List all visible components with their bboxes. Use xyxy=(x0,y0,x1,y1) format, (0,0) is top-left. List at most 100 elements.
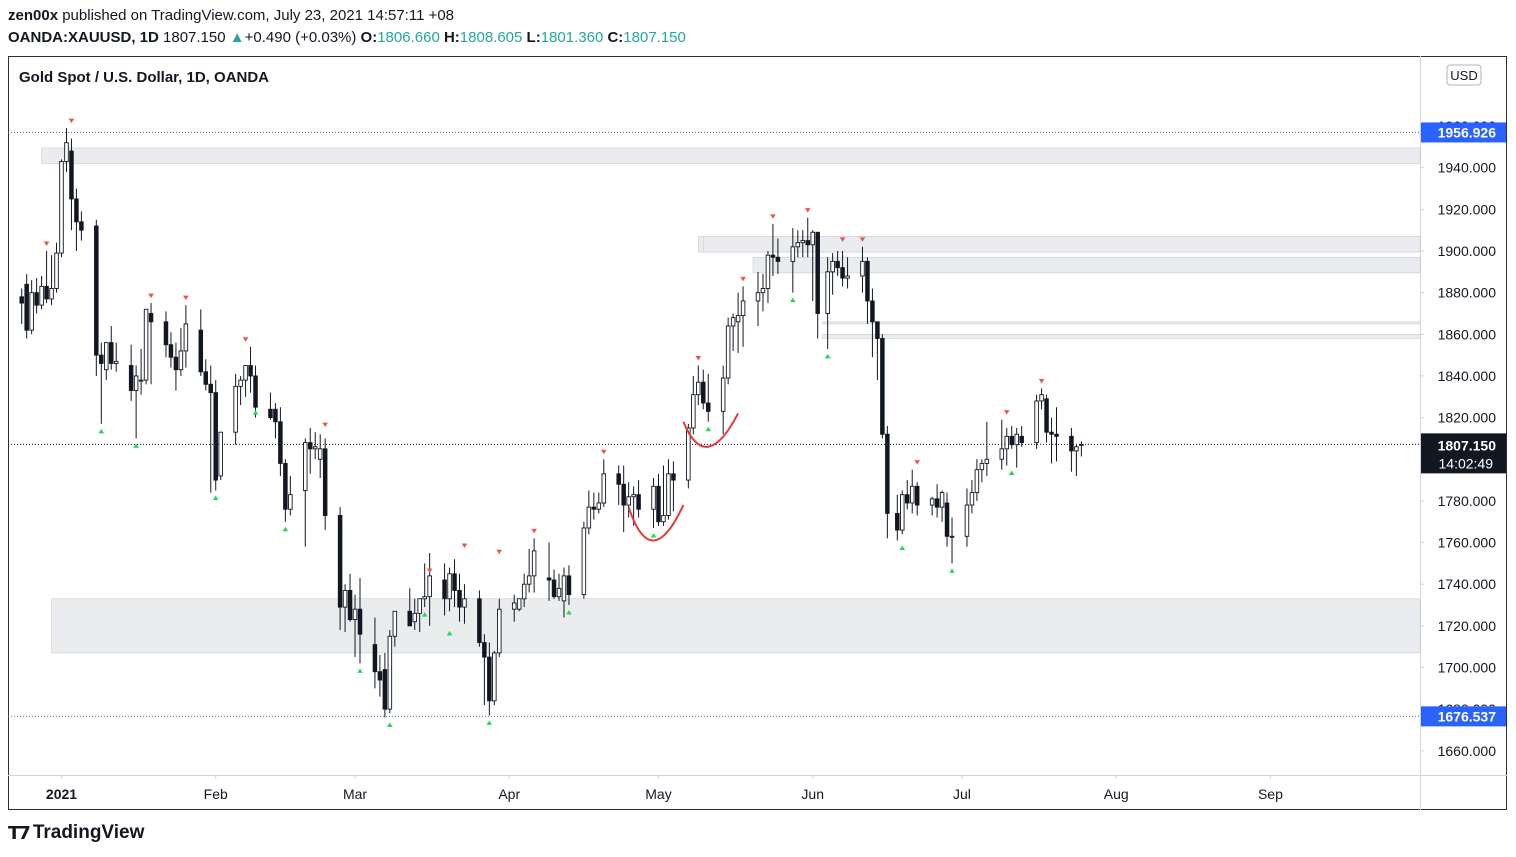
candle-down xyxy=(944,502,950,537)
candle-up xyxy=(666,473,671,516)
candle-down xyxy=(1069,435,1074,452)
candle-up xyxy=(661,515,666,523)
candle-down xyxy=(895,512,900,531)
open-value: 1806.660 xyxy=(377,29,440,46)
candle-up xyxy=(312,446,318,450)
candle-down xyxy=(128,365,134,391)
candle-up xyxy=(342,589,348,608)
candle-up xyxy=(765,254,771,289)
candle-down xyxy=(835,260,840,269)
up-triangle-icon: ▲ xyxy=(229,29,245,46)
candle-down xyxy=(840,267,845,279)
candle-down xyxy=(357,608,363,635)
candle-down xyxy=(621,483,626,506)
fractal-high-marker xyxy=(322,422,328,428)
candle-up xyxy=(29,292,34,331)
candle-down xyxy=(94,225,99,356)
candle-up xyxy=(233,385,238,433)
candle-down xyxy=(1049,431,1054,435)
candle-down xyxy=(775,256,781,262)
time-tick-label: Mar xyxy=(343,786,367,802)
high-label: H: xyxy=(443,29,460,46)
fractal-high-marker xyxy=(461,543,468,548)
candle-down xyxy=(208,383,213,394)
candle-down xyxy=(372,644,378,673)
candle-up xyxy=(949,535,955,538)
candle-up xyxy=(143,308,149,381)
price-tick-label: 1860.000 xyxy=(1438,326,1497,342)
price-tick-label: 1820.000 xyxy=(1438,410,1497,426)
level-price-badge xyxy=(1421,122,1506,143)
price-tick-label: 1920.000 xyxy=(1438,201,1497,217)
price-tick-label: 1660.000 xyxy=(1438,743,1497,759)
price-tick-label: 1760.000 xyxy=(1438,535,1497,551)
low-label: L: xyxy=(526,29,541,46)
candle-up xyxy=(979,462,985,471)
time-tick-label: Apr xyxy=(498,786,520,802)
fractal-low-marker xyxy=(252,410,259,415)
candle-down xyxy=(656,485,661,523)
candle-up xyxy=(735,315,741,323)
candle-up xyxy=(497,608,502,654)
candle-down xyxy=(701,381,706,404)
price-tick-label: 1720.000 xyxy=(1438,618,1497,634)
candle-down xyxy=(322,448,328,516)
candle-up xyxy=(427,575,432,598)
tradingview-logo: 𝗧𝟳 TradingView xyxy=(8,822,144,844)
candle-up xyxy=(755,292,761,302)
candle-down xyxy=(173,356,179,371)
currency-badge[interactable] xyxy=(1446,64,1482,86)
candle-down xyxy=(79,221,84,231)
candle-down xyxy=(108,342,114,364)
level-price-label: 1956.926 xyxy=(1438,124,1497,140)
candle-up xyxy=(596,502,602,510)
author-name: zen00x xyxy=(8,7,59,24)
candle-down xyxy=(278,421,283,464)
candle-up xyxy=(288,494,293,510)
candle-down xyxy=(69,150,74,200)
candle-up xyxy=(39,285,44,306)
candle-down xyxy=(457,589,462,608)
candle-up xyxy=(725,325,731,379)
publish-info: zen00x published on TradingView.com, Jul… xyxy=(8,7,454,24)
close-label: C: xyxy=(607,29,624,46)
candle-down xyxy=(865,260,870,302)
logo-text: TradingView xyxy=(32,822,145,843)
price-tick-label: 1900.000 xyxy=(1438,243,1497,259)
ohlc-bar: OANDA:XAUUSD, 1D 1807.150 ▲+0.490 (+0.03… xyxy=(8,29,686,46)
candle-down xyxy=(74,198,79,223)
candle-down xyxy=(885,433,890,514)
candle-up xyxy=(845,275,850,279)
candle-up xyxy=(800,240,806,244)
fractal-high-marker xyxy=(695,356,702,361)
fractal-high-marker xyxy=(242,337,249,342)
close-value: 1807.150 xyxy=(623,29,686,46)
candle-up xyxy=(929,498,935,506)
candle-down xyxy=(546,577,552,581)
change-text: +0.490 (+0.03%) xyxy=(244,29,357,46)
candle-up xyxy=(531,550,537,577)
currency-label: USD xyxy=(1450,68,1477,83)
candle-up xyxy=(626,496,631,506)
candle-up xyxy=(113,360,119,364)
candle-up xyxy=(64,142,69,162)
candle-up xyxy=(243,365,248,381)
time-tick-label: Jun xyxy=(801,786,824,802)
candle-down xyxy=(19,296,24,304)
candle-down xyxy=(880,338,885,435)
candle-up xyxy=(586,506,592,529)
price-tick-label: 1940.000 xyxy=(1438,160,1497,176)
candle-up xyxy=(939,492,945,508)
candle-down xyxy=(99,354,104,364)
time-tick-label: Sep xyxy=(1258,786,1283,802)
supply-demand-zone xyxy=(822,333,1421,339)
fractal-high-marker xyxy=(804,208,811,213)
rounding-bottom-arc xyxy=(682,412,739,448)
candle-down xyxy=(671,473,676,481)
candle-up xyxy=(909,485,915,504)
candle-up xyxy=(183,323,189,352)
candle-up xyxy=(795,242,801,248)
fractal-high-marker xyxy=(183,295,189,301)
last-price-label: 1807.150 xyxy=(1438,437,1497,453)
